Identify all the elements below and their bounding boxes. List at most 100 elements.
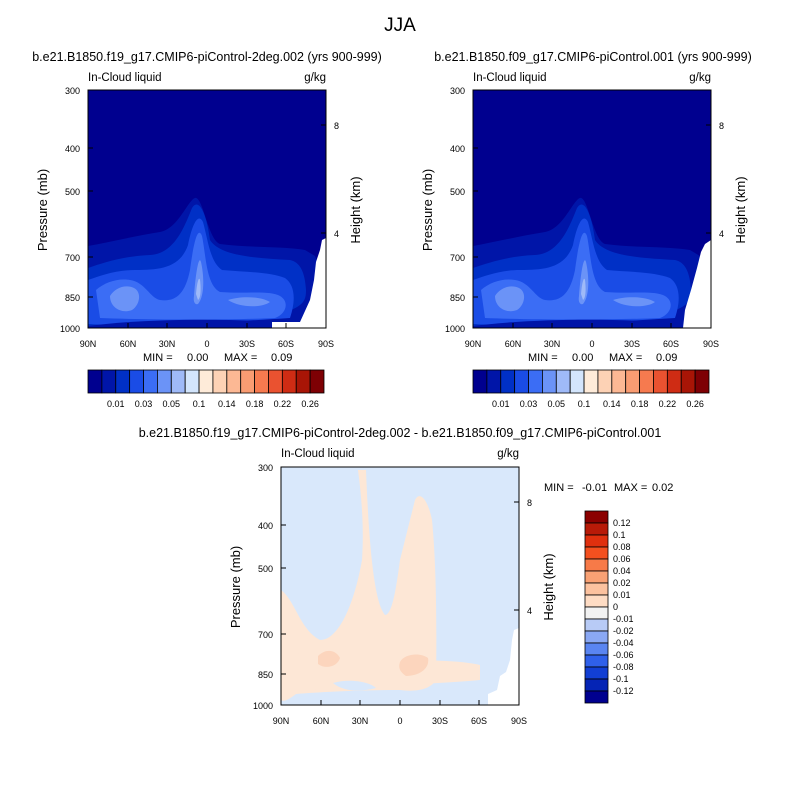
colorbar-box bbox=[87, 369, 103, 394]
x-tick-label: 90N bbox=[273, 716, 290, 726]
x-tick-label: 90S bbox=[511, 716, 527, 726]
y-tick-label: 700 bbox=[450, 253, 465, 263]
contour-positive-0-02 bbox=[318, 650, 429, 676]
y-tick-label: 400 bbox=[65, 144, 80, 154]
colorbar-box bbox=[542, 369, 557, 394]
colorbar-box bbox=[129, 369, 144, 394]
negative-patch-mid bbox=[333, 680, 376, 691]
y-tick-label: 500 bbox=[450, 187, 465, 197]
colorbar-box bbox=[584, 690, 609, 704]
y-ticks-right bbox=[321, 124, 326, 234]
panel-case: b.e21.B1850.f19_g17.CMIP6-piControl-2deg… bbox=[32, 50, 382, 409]
colorbar-box bbox=[584, 546, 609, 560]
x-ticks bbox=[472, 323, 712, 328]
colorbar-label: 0.01 bbox=[492, 399, 510, 409]
colorbar-box bbox=[472, 369, 488, 394]
colorbar-label: 0.1 bbox=[613, 530, 626, 540]
x-tick-label: 60N bbox=[313, 716, 330, 726]
colorbar-box bbox=[611, 369, 627, 394]
max-value: 0.02 bbox=[652, 482, 673, 494]
y-tick-label: 850 bbox=[65, 293, 80, 303]
colorbar-box bbox=[514, 369, 529, 394]
colorbar-label: 0.1 bbox=[578, 399, 591, 409]
contour-0-08 bbox=[196, 278, 201, 300]
field-label: In-Cloud liquid bbox=[281, 448, 355, 460]
y-axis-title: Pressure (mb) bbox=[228, 546, 243, 628]
panel-title: b.e21.B1850.f19_g17.CMIP6-piControl-2deg… bbox=[32, 50, 382, 64]
plot-area bbox=[472, 89, 712, 329]
colorbar: 0.01 0.03 0.05 0.1 0.14 0.18 0.22 0.26 bbox=[472, 369, 710, 409]
units-label: g/kg bbox=[304, 72, 326, 84]
x-tick-label: 30S bbox=[432, 716, 448, 726]
y-tick-label: 400 bbox=[258, 521, 273, 531]
panel-control: b.e21.B1850.f09_g17.CMIP6-piControl.001 … bbox=[420, 50, 752, 409]
colorbar-label: 0.18 bbox=[246, 399, 264, 409]
colorbar-boxes bbox=[87, 369, 325, 394]
colorbar-box bbox=[584, 642, 609, 656]
x-tick-label: 30N bbox=[544, 339, 561, 349]
x-tick-label: 90S bbox=[318, 339, 334, 349]
y-tick-label: 1000 bbox=[60, 324, 80, 334]
colorbar-box bbox=[101, 369, 117, 394]
plot-area bbox=[280, 466, 520, 706]
y-tick-label: 500 bbox=[65, 187, 80, 197]
x-tick-label: 0 bbox=[397, 716, 402, 726]
min-max-readout: MIN = -0.01 MAX = 0.02 bbox=[544, 482, 673, 494]
y-axis-title-right: Height (km) bbox=[348, 176, 363, 243]
colorbar-box bbox=[254, 369, 269, 394]
contour-0-06 bbox=[495, 260, 655, 312]
colorbar-boxes bbox=[584, 510, 609, 704]
y-axis-title: Pressure (mb) bbox=[420, 169, 435, 251]
y-tick-label: 500 bbox=[258, 564, 273, 574]
y-tick-label-right: 4 bbox=[527, 606, 532, 616]
min-value: 0.00 bbox=[187, 352, 208, 364]
colorbar-box bbox=[240, 369, 255, 394]
y-ticks bbox=[88, 89, 93, 329]
panel-title: b.e21.B1850.f19_g17.CMIP6-piControl-2deg… bbox=[139, 426, 662, 440]
y-axis-right: 8 4 Height (km) bbox=[514, 498, 556, 621]
colorbar-label: 0.06 bbox=[613, 554, 631, 564]
colorbar-box bbox=[584, 678, 609, 692]
colorbar-box bbox=[226, 369, 242, 394]
missing-terrain bbox=[683, 90, 711, 328]
max-label: MAX = bbox=[614, 482, 647, 494]
y-tick-label: 300 bbox=[258, 463, 273, 473]
y-axis-title-right: Height (km) bbox=[733, 176, 748, 243]
y-axis-right: 8 4 Height (km) bbox=[321, 121, 363, 244]
colorbar-label: 0.08 bbox=[613, 542, 631, 552]
colorbar-label: -0.1 bbox=[613, 674, 629, 684]
colorbar-label: 0.14 bbox=[218, 399, 236, 409]
colorbar-box bbox=[584, 654, 609, 668]
colorbar-label: 0.03 bbox=[520, 399, 538, 409]
missing-terrain bbox=[488, 467, 519, 705]
colorbar-box bbox=[584, 618, 609, 632]
colorbar-label: -0.08 bbox=[613, 662, 634, 672]
colorbar-box bbox=[584, 606, 609, 620]
x-tick-label: 0 bbox=[204, 339, 209, 349]
y-ticks-right bbox=[706, 124, 711, 234]
plot-area bbox=[87, 89, 327, 329]
x-axis: 90N 60N 30N 0 30S 60S 90S bbox=[465, 323, 719, 349]
y-tick-label: 300 bbox=[450, 86, 465, 96]
y-ticks-right bbox=[514, 501, 519, 611]
colorbar-box bbox=[528, 369, 543, 394]
colorbar-box bbox=[198, 369, 214, 394]
y-tick-label: 1000 bbox=[445, 324, 465, 334]
colorbar-box bbox=[625, 369, 640, 394]
panel-difference: b.e21.B1850.f19_g17.CMIP6-piControl-2deg… bbox=[139, 426, 674, 726]
y-tick-label: 850 bbox=[258, 670, 273, 680]
x-axis: 90N 60N 30N 0 30S 60S 90S bbox=[273, 700, 527, 726]
y-axis: 300 400 500 700 850 1000 Pressure (mb) bbox=[228, 463, 286, 711]
colorbar-box bbox=[115, 369, 131, 394]
colorbar-box bbox=[583, 369, 599, 394]
x-ticks bbox=[87, 323, 327, 328]
x-tick-label: 30N bbox=[352, 716, 369, 726]
y-tick-label-right: 8 bbox=[334, 121, 339, 131]
contour-positive-0-01 bbox=[281, 470, 437, 701]
x-axis: 90N 60N 30N 0 30S 60S 90S bbox=[80, 323, 334, 349]
colorbar-box bbox=[694, 369, 710, 394]
x-tick-label: 60S bbox=[471, 716, 487, 726]
x-tick-label: 30N bbox=[159, 339, 176, 349]
x-tick-label: 90N bbox=[80, 339, 97, 349]
colorbar-box bbox=[584, 522, 609, 536]
